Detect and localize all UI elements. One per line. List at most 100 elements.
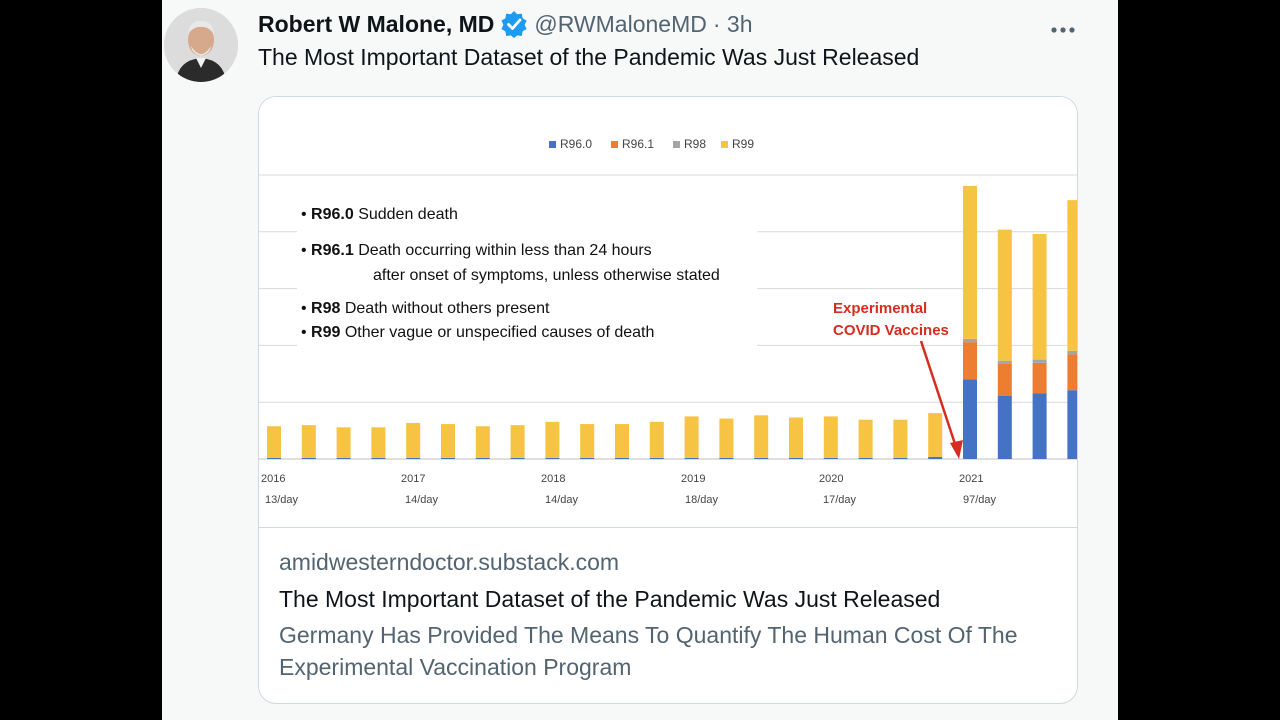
bar-segment [997, 360, 1012, 364]
verified-badge-icon [500, 10, 528, 38]
bar-segment [928, 413, 943, 457]
legend-swatch [549, 141, 556, 148]
card-title: The Most Important Dataset of the Pandem… [279, 586, 941, 612]
bar-segment [510, 425, 525, 458]
bar-segment [267, 426, 281, 458]
rate-label: 97/day [963, 494, 997, 506]
bar-segment [336, 457, 351, 459]
tweet-text: The Most Important Dataset of the Pandem… [258, 44, 920, 70]
inline-legend-continuation: after onset of symptoms, unless otherwis… [373, 267, 720, 284]
annotation-line: Experimental [833, 300, 927, 317]
bar-segment [754, 457, 769, 459]
bar-segment [893, 457, 908, 459]
bar-segment [649, 457, 664, 459]
bar-segment [301, 457, 316, 459]
bar-segment [615, 424, 629, 458]
bar-segment [893, 419, 908, 458]
rate-label: 17/day [823, 494, 857, 506]
annotation-arrowhead [950, 440, 963, 459]
inline-legend-item: • R96.1 Death occurring within less than… [301, 242, 652, 259]
bar-segment [1067, 354, 1077, 391]
bar-segment [649, 421, 664, 458]
rate-label: 13/day [265, 494, 299, 506]
bar-segment [406, 422, 421, 458]
bar-segment [510, 457, 525, 459]
bar-segment [684, 457, 699, 459]
legend-swatch [673, 141, 680, 148]
link-card[interactable]: R96.0 R96.1 R98 R99 2016 2017 2018 2019 2020 2021… [258, 96, 1078, 704]
inline-legend-item: • R99 Other vague or unspecified causes … [301, 324, 654, 341]
tweet-time[interactable]: · 3h [712, 10, 753, 37]
bar-segment [1067, 200, 1077, 351]
legend-swatch [611, 141, 618, 148]
bar-segment [997, 363, 1012, 396]
bar-segment [475, 426, 490, 458]
rate-label: 14/day [545, 494, 579, 506]
bar-segment [1032, 393, 1047, 459]
legend-label: R98 [684, 137, 706, 151]
inline-legend-item: • R98 Death without others present [301, 300, 550, 317]
bar-segment [963, 379, 977, 459]
bar-segment [789, 457, 803, 459]
bar-segment [823, 416, 838, 458]
annotation-arrow [919, 340, 958, 448]
legend-label: R99 [732, 137, 754, 151]
bar-segment [545, 421, 560, 458]
bar-segment [371, 457, 386, 459]
bar-segment [615, 457, 629, 459]
bar-segment [406, 457, 421, 459]
more-horizontal-icon[interactable] [1050, 10, 1076, 41]
card-description: Germany Has Provided The Means To Quanti… [279, 622, 1018, 680]
bar-segment [1067, 350, 1077, 355]
rate-label: 14/day [405, 494, 439, 506]
bar-segment [1032, 359, 1047, 363]
bar-segment [719, 418, 734, 458]
inline-legend-item: • R96.0 Sudden death [301, 206, 458, 223]
legend-label: R96.0 [560, 137, 592, 151]
tweet-header: Robert W Malone, MD @RWMaloneMD · 3h [258, 8, 753, 40]
bar-segment [371, 427, 386, 458]
card-domain: amidwesterndoctor.substack.com [279, 549, 620, 575]
legend-label: R96.1 [622, 137, 654, 151]
bar-segment [1032, 362, 1047, 394]
bar-segment [336, 427, 351, 458]
author-handle[interactable]: @RWMaloneMD [534, 10, 707, 37]
bar-segment [1067, 390, 1077, 459]
bar-segment [719, 457, 734, 459]
chart-image: R96.0 R96.1 R98 R99 2016 2017 2018 2019 2020 2021… [259, 97, 1077, 528]
avatar[interactable] [164, 8, 238, 82]
x-tick-label: 2020 [819, 473, 843, 485]
bar-segment [928, 456, 943, 459]
bar-segment [684, 416, 699, 458]
bar-segment [545, 457, 560, 459]
bar-segment [580, 424, 595, 458]
bar-segment [858, 419, 873, 458]
x-tick-label: 2016 [261, 473, 285, 485]
bar-segment [267, 457, 281, 459]
bar-segment [475, 457, 490, 459]
chart: R96.0 R96.1 R98 R99 2016 2017 2018 2019 2020 2021… [259, 137, 1077, 506]
bar-segment [754, 415, 769, 458]
bar-segment [301, 425, 316, 458]
bar-segment [997, 395, 1012, 459]
annotation-line: COVID Vaccines [833, 322, 949, 339]
bar-segment [963, 342, 977, 380]
x-tick-label: 2021 [959, 473, 983, 485]
avatar-image [164, 8, 238, 82]
card-text: amidwesterndoctor.substack.com The Most … [279, 529, 1069, 683]
bar-segment [963, 185, 977, 339]
bar-segment [997, 229, 1012, 361]
inline-legend-box [297, 193, 757, 347]
x-tick-label: 2019 [681, 473, 705, 485]
bar-segment [580, 457, 595, 459]
x-tick-label: 2018 [541, 473, 565, 485]
x-tick-label: 2017 [401, 473, 425, 485]
bar-segment [1032, 233, 1047, 360]
bar-segment [441, 424, 455, 458]
bar-segment [963, 338, 977, 343]
tweet[interactable]: Robert W Malone, MD @RWMaloneMD · 3h The… [162, 0, 1118, 720]
bar-segment [789, 417, 803, 458]
author-name[interactable]: Robert W Malone, MD [258, 10, 495, 37]
rate-label: 18/day [685, 494, 719, 506]
legend-swatch [721, 141, 728, 148]
